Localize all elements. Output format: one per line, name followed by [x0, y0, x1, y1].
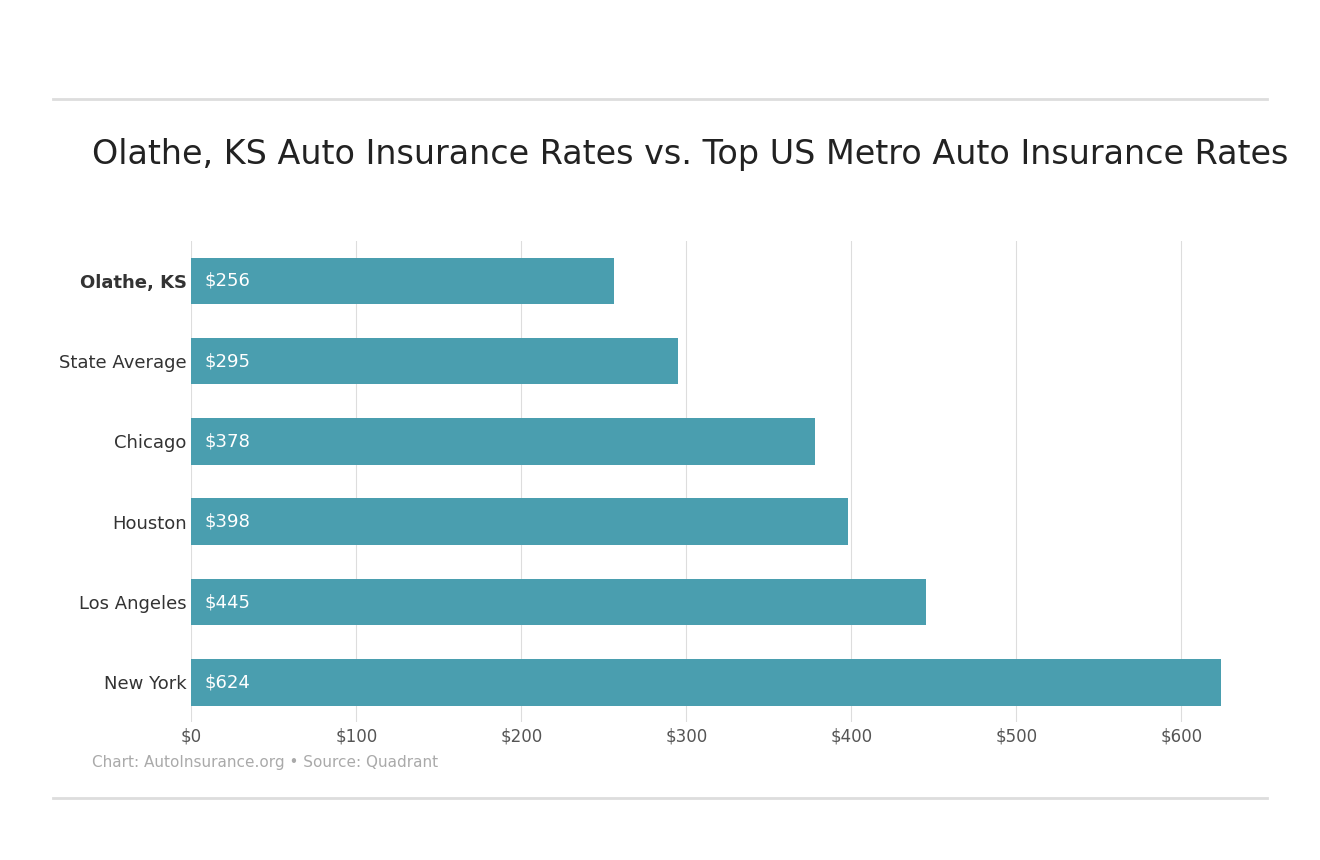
- Text: $445: $445: [205, 593, 251, 611]
- Bar: [191, 418, 814, 464]
- Bar: [191, 258, 614, 304]
- Bar: [191, 499, 847, 545]
- Text: $256: $256: [205, 272, 251, 290]
- Bar: [191, 659, 1221, 705]
- Text: $398: $398: [205, 513, 251, 531]
- Bar: [191, 338, 678, 384]
- Text: Chart: AutoInsurance.org • Source: Quadrant: Chart: AutoInsurance.org • Source: Quadr…: [92, 755, 438, 770]
- Text: $295: $295: [205, 353, 251, 370]
- Text: $378: $378: [205, 433, 251, 451]
- Text: Olathe, KS Auto Insurance Rates vs. Top US Metro Auto Insurance Rates: Olathe, KS Auto Insurance Rates vs. Top …: [92, 138, 1288, 170]
- Text: $624: $624: [205, 673, 251, 691]
- Bar: [191, 579, 925, 625]
